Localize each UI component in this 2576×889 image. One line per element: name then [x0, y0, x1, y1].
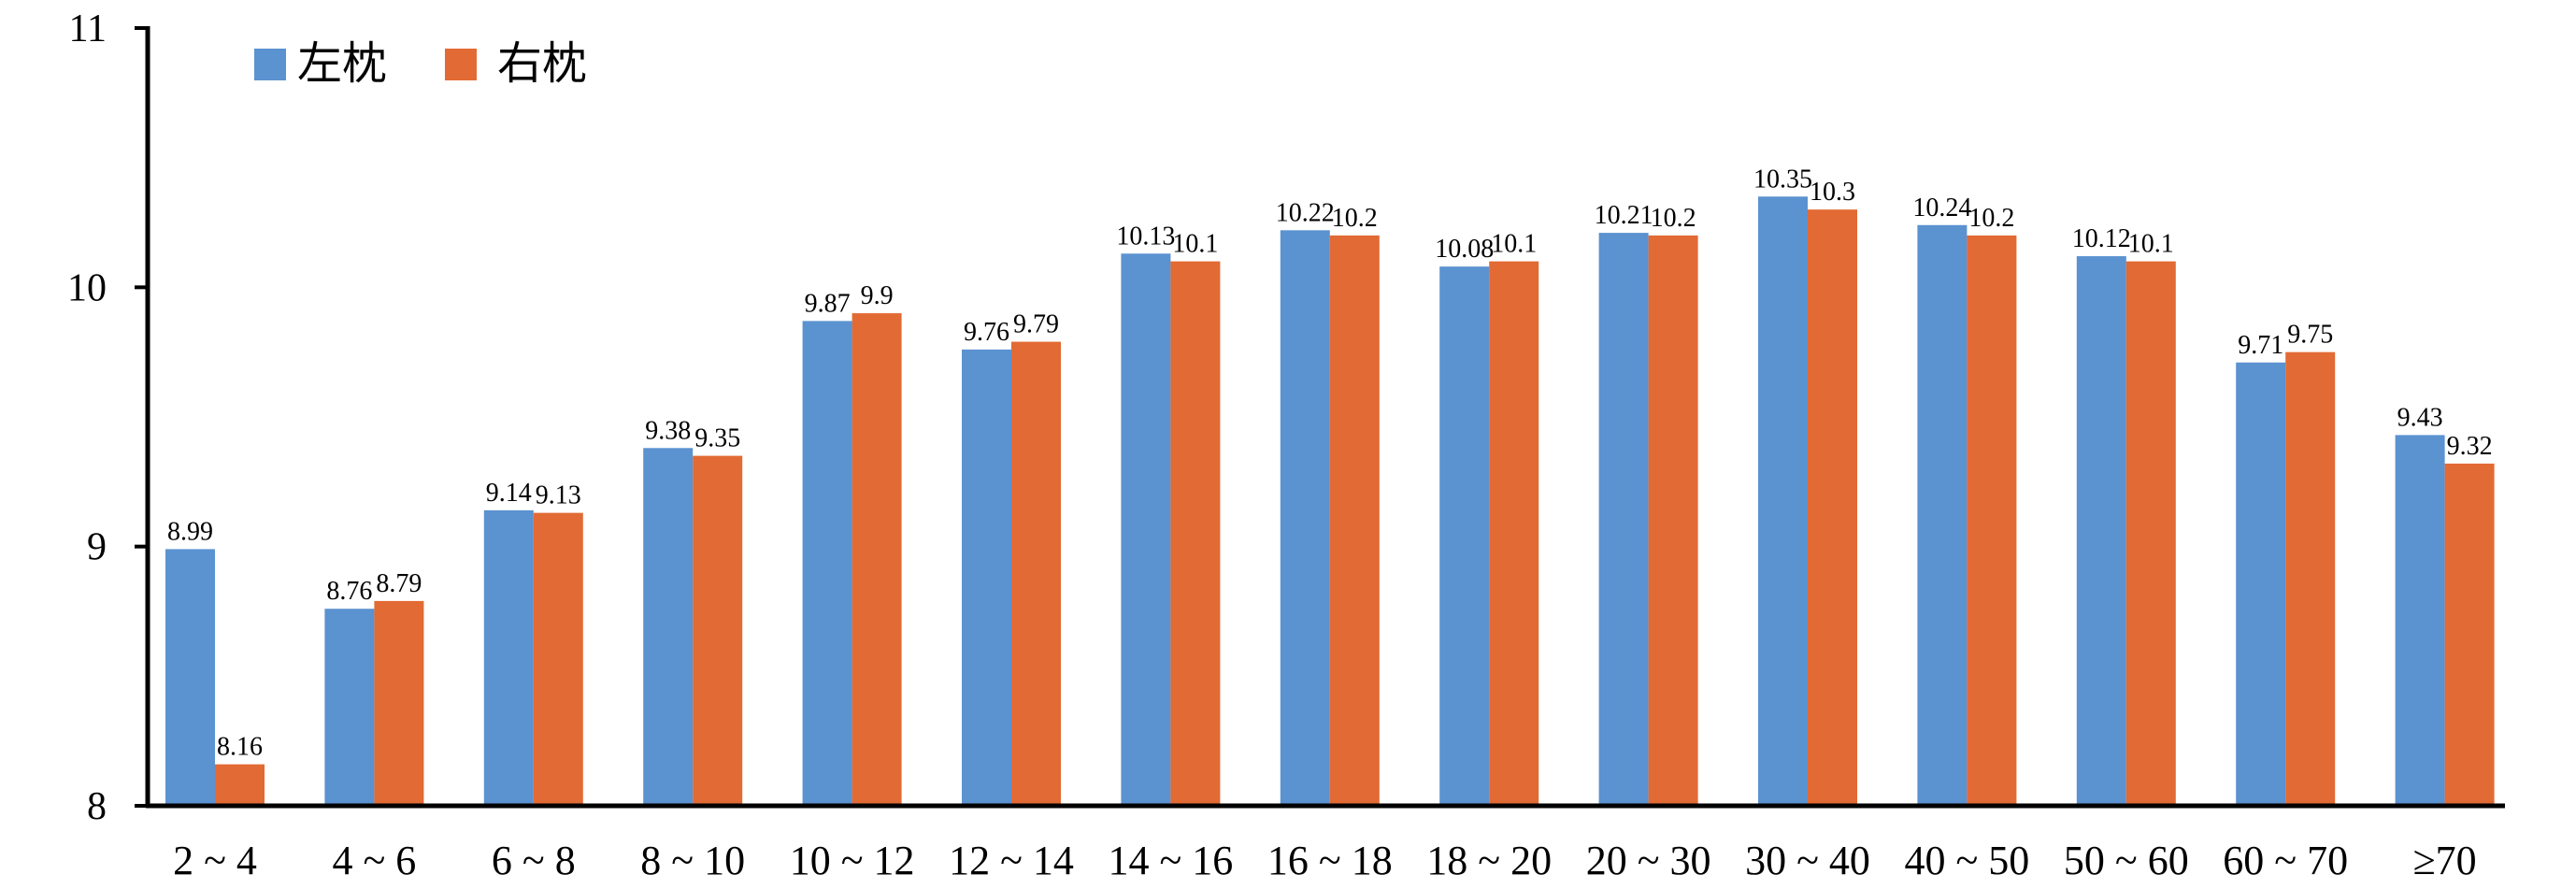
bar-right-pillow	[2285, 351, 2336, 806]
x-category-label: ≥70	[2413, 838, 2477, 883]
data-label: 9.79	[1013, 310, 1059, 339]
bar-left-pillow	[643, 448, 694, 806]
bar-right-pillow	[374, 600, 424, 806]
bar-left-pillow	[1598, 233, 1649, 807]
data-label: 9.38	[645, 416, 691, 445]
data-label: 10.2	[1651, 204, 1696, 233]
x-category-label: 60 ~ 70	[2223, 838, 2348, 883]
data-label: 8.79	[376, 569, 422, 598]
bar-right-pillow	[2125, 261, 2176, 807]
bar-left-pillow	[802, 321, 852, 806]
data-label: 9.75	[2287, 321, 2333, 350]
bar-right-pillow	[533, 512, 583, 806]
data-label: 10.1	[2128, 230, 2174, 259]
legend-label: 右枕	[497, 37, 587, 90]
x-category-label: 12 ~ 14	[949, 838, 1074, 883]
bar-left-pillow	[1439, 266, 1490, 806]
x-category-label: 50 ~ 60	[2064, 838, 2189, 883]
x-category-label: 2 ~ 4	[173, 838, 257, 883]
data-label: 9.76	[964, 318, 1009, 347]
bar-left-pillow	[165, 549, 215, 806]
bar-right-pillow	[1967, 235, 2017, 806]
data-label: 10.12	[2072, 224, 2131, 253]
x-category-label: 10 ~ 12	[790, 838, 915, 883]
data-label: 10.2	[1332, 204, 1378, 233]
data-label: 10.35	[1753, 165, 1812, 194]
y-tick-label: 11	[69, 7, 107, 50]
bar-left-pillow	[1121, 253, 1171, 806]
x-category-label: 18 ~ 20	[1426, 838, 1552, 883]
y-tick-label: 10	[67, 266, 107, 309]
legend-label: 左枕	[297, 37, 387, 90]
x-category-label: 14 ~ 16	[1108, 838, 1233, 883]
bar-right-pillow	[1170, 261, 1221, 807]
data-label: 10.1	[1491, 230, 1537, 259]
data-label: 9.87	[805, 289, 851, 318]
y-tick-label: 9	[87, 526, 107, 569]
data-label: 9.14	[486, 479, 532, 508]
data-label: 9.71	[2238, 331, 2283, 360]
data-label: 8.99	[167, 517, 213, 546]
y-tick-label: 8	[87, 785, 107, 828]
data-label: 10.24	[1912, 194, 1971, 222]
bar-right-pillow	[215, 764, 265, 806]
x-category-label: 40 ~ 50	[1904, 838, 2029, 883]
bar-right-pillow	[852, 313, 902, 807]
legend-swatch-left-pillow	[254, 49, 286, 80]
bar-left-pillow	[2236, 362, 2286, 806]
x-category-label: 20 ~ 30	[1586, 838, 1711, 883]
data-label: 10.22	[1276, 198, 1335, 227]
data-label: 10.08	[1435, 235, 1494, 264]
x-category-label: 16 ~ 18	[1267, 838, 1393, 883]
data-label: 9.35	[694, 424, 740, 453]
bar-left-pillow	[1280, 230, 1330, 806]
bar-left-pillow	[1917, 224, 1968, 807]
data-label: 10.1	[1172, 230, 1218, 259]
bar-right-pillow	[1648, 235, 1698, 806]
legend-swatch-right-pillow	[445, 49, 477, 80]
bar-right-pillow	[1808, 209, 1857, 807]
bar-left-pillow	[324, 609, 375, 806]
data-label: 8.16	[217, 733, 263, 762]
x-category-label: 30 ~ 40	[1745, 838, 1870, 883]
bar-left-pillow	[2076, 256, 2126, 806]
bar-left-pillow	[1758, 196, 1808, 806]
data-label: 8.76	[326, 577, 372, 606]
x-category-label: 6 ~ 8	[492, 838, 576, 883]
data-label: 10.3	[1810, 178, 1855, 207]
bar-right-pillow	[693, 455, 743, 806]
data-label: 10.13	[1116, 222, 1175, 251]
bar-right-pillow	[1489, 261, 1539, 807]
bar-left-pillow	[483, 509, 534, 806]
x-category-label: 8 ~ 10	[640, 838, 745, 883]
data-label: 9.9	[861, 281, 894, 310]
data-label: 10.2	[1968, 204, 2014, 233]
bar-right-pillow	[1011, 341, 1061, 806]
data-label: 9.13	[536, 481, 581, 510]
bar-left-pillow	[2395, 435, 2445, 806]
data-label: 10.21	[1595, 201, 1653, 230]
data-label: 9.43	[2397, 403, 2443, 432]
x-category-label: 4 ~ 6	[332, 838, 416, 883]
bar-left-pillow	[962, 349, 1011, 806]
bar-right-pillow	[2444, 463, 2495, 806]
data-label: 9.32	[2447, 432, 2493, 461]
bar-right-pillow	[1329, 235, 1380, 806]
